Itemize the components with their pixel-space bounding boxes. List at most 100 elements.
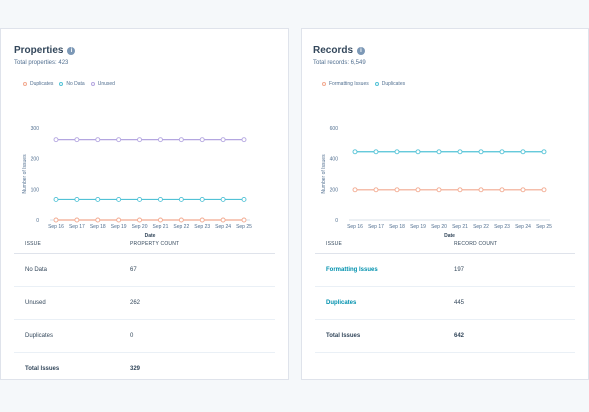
x-tick-label: Sep 20: [431, 224, 447, 230]
table-row: Formatting Issues 197: [315, 254, 575, 287]
formatting-issues-link[interactable]: Formatting Issues: [326, 267, 378, 273]
data-point[interactable]: [220, 217, 226, 223]
legend-item-duplicates[interactable]: Duplicates: [374, 81, 406, 87]
data-point[interactable]: [178, 197, 184, 202]
data-point[interactable]: [178, 217, 184, 223]
data-point[interactable]: [415, 187, 421, 193]
data-point[interactable]: [178, 137, 184, 143]
x-axis-label: Date: [145, 233, 156, 239]
data-point[interactable]: [157, 137, 163, 143]
legend-label: Formatting Issues: [329, 81, 369, 87]
x-tick-label: Sep 25: [536, 224, 552, 230]
data-point[interactable]: [157, 197, 163, 202]
x-tick-label: Sep 23: [194, 224, 210, 230]
data-point[interactable]: [478, 187, 484, 193]
table-row-total: Total Issues 642: [315, 320, 575, 353]
data-point[interactable]: [415, 149, 421, 155]
data-point[interactable]: [116, 197, 122, 202]
x-tick-label: Sep 19: [410, 224, 426, 230]
data-point[interactable]: [137, 217, 143, 223]
properties-chart: 0 100 200 300 Number of Issues Sep 16 Sep 17 Se…: [22, 126, 252, 239]
legend-label: Duplicates: [381, 81, 406, 87]
data-point[interactable]: [436, 149, 442, 155]
records-chart: 0 200 400 600 Number of Issues Sep 16 Sep 17 Se…: [321, 126, 552, 239]
x-tick-label: Sep 17: [69, 224, 85, 230]
table-row: Duplicates 0: [14, 320, 275, 353]
properties-title-text: Properties: [14, 45, 64, 56]
legend-label: Duplicates: [30, 81, 54, 87]
data-point[interactable]: [220, 137, 226, 143]
records-table: ISSUE RECORD COUNT Formatting Issues 197…: [315, 234, 575, 353]
y-tick-label: 300: [31, 126, 40, 132]
y-axis-label: Number of Issues: [22, 154, 28, 194]
data-point[interactable]: [95, 137, 101, 143]
x-tick-label: Sep 21: [153, 224, 169, 230]
data-point[interactable]: [241, 197, 247, 202]
legend-item-no-data[interactable]: No Data: [59, 81, 85, 87]
data-point[interactable]: [53, 197, 59, 202]
data-point[interactable]: [241, 137, 247, 143]
legend-marker: [59, 82, 64, 86]
data-point[interactable]: [241, 217, 247, 223]
data-point[interactable]: [373, 149, 379, 155]
data-point[interactable]: [74, 217, 80, 223]
total-issues-count: 642: [454, 333, 465, 339]
data-point[interactable]: [137, 197, 143, 202]
data-point[interactable]: [116, 217, 122, 223]
legend-item-formatting-issues[interactable]: Formatting Issues: [322, 81, 369, 87]
table-row-total: Total Issues 329: [14, 353, 275, 379]
info-icon[interactable]: i: [357, 46, 366, 55]
y-tick-label: 0: [36, 218, 39, 224]
data-point[interactable]: [478, 149, 484, 155]
properties-table: ISSUE PROPERTY COUNT No Data 67 Unused 2…: [14, 234, 275, 379]
y-tick-label: 0: [335, 218, 338, 224]
data-point[interactable]: [157, 217, 163, 223]
x-tick-label: Sep 20: [132, 224, 148, 230]
data-point[interactable]: [352, 187, 358, 193]
issue-cell: Duplicates: [25, 333, 54, 339]
data-point[interactable]: [499, 187, 505, 193]
legend-marker: [322, 82, 326, 86]
legend-label: Unused: [97, 81, 115, 87]
count-cell: 0: [130, 333, 134, 339]
data-point[interactable]: [53, 137, 59, 143]
data-point[interactable]: [457, 149, 463, 155]
data-point[interactable]: [541, 187, 547, 193]
data-point[interactable]: [95, 217, 101, 223]
data-point[interactable]: [499, 149, 505, 155]
data-point[interactable]: [394, 187, 400, 193]
data-point[interactable]: [394, 149, 400, 155]
legend-marker: [374, 82, 379, 86]
data-point[interactable]: [116, 137, 122, 143]
data-point[interactable]: [137, 137, 143, 143]
header-issue: ISSUE: [25, 240, 42, 247]
count-cell: 197: [454, 267, 465, 273]
data-point[interactable]: [373, 187, 379, 193]
legend-item-duplicates[interactable]: Duplicates: [23, 81, 53, 87]
data-point[interactable]: [352, 149, 358, 155]
info-icon[interactable]: i: [67, 46, 76, 55]
data-point[interactable]: [74, 137, 80, 143]
data-point[interactable]: [95, 197, 101, 202]
data-point[interactable]: [199, 197, 205, 202]
data-point[interactable]: [220, 197, 226, 202]
x-tick-label: Sep 16: [48, 224, 64, 230]
data-point[interactable]: [520, 187, 526, 193]
table-row: No Data 67: [14, 254, 275, 287]
total-issues-label: Total Issues: [25, 366, 60, 372]
data-point[interactable]: [541, 149, 547, 155]
data-point[interactable]: [74, 197, 80, 202]
issue-cell: Unused: [25, 300, 46, 306]
x-tick-label: Sep 16: [347, 224, 363, 230]
legend-item-unused[interactable]: Unused: [90, 81, 115, 87]
data-point[interactable]: [457, 187, 463, 193]
data-point[interactable]: [520, 149, 526, 155]
data-point[interactable]: [199, 137, 205, 143]
data-point[interactable]: [436, 187, 442, 193]
duplicates-link[interactable]: Duplicates: [326, 300, 357, 306]
records-legend: Formatting Issues Duplicates: [322, 81, 411, 87]
table-header: ISSUE PROPERTY COUNT: [14, 234, 275, 254]
data-point[interactable]: [199, 217, 205, 223]
properties-title: Properties i: [14, 45, 76, 56]
data-point[interactable]: [53, 217, 59, 223]
